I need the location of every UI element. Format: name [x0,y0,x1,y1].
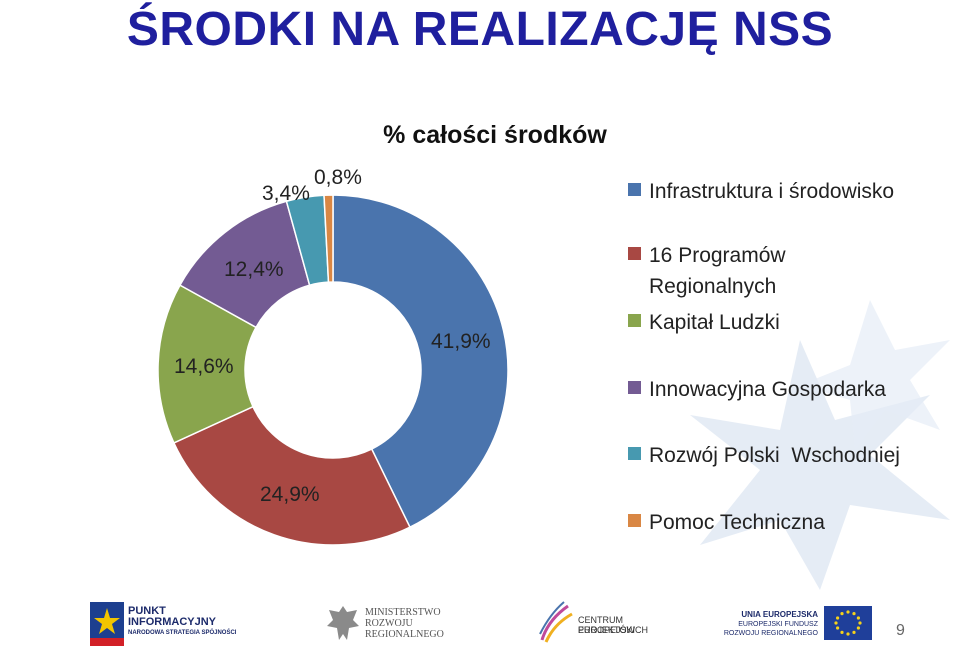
page-number: 9 [896,622,905,639]
punkt-informacyjny-logo: PUNKT INFORMACYJNY NARODOWA STRATEGIA SP… [90,600,245,646]
data-label-infrastruktura: 41,9% [431,330,491,353]
data-label-kapital-ludzki: 14,6% [174,355,234,378]
ministerstwo-logo: MINISTERSTWO ROZWOJU REGIONALNEGO [325,600,475,646]
star-swirl-icon [539,601,573,643]
legend-swatch [628,247,641,260]
legend-item: Kapitał Ludzki [628,307,939,338]
legend-item: Pomoc Techniczna [628,507,939,538]
logo2-line3: REGIONALNEGO [365,629,444,640]
legend-swatch [628,183,641,196]
legend-item: Infrastruktura i środowisko [628,176,939,207]
legend-label: Kapitał Ludzki [649,311,780,334]
slide-title: ŚRODKI NA REALIZACJĘ NSS [126,3,834,56]
logo4-line3: ROZWOJU REGIONALNEGO [723,630,818,637]
slice-infrastruktura [332,194,509,529]
logo4-line2: EUROPEJSKI FUNDUSZ [738,621,818,628]
data-label-innowacyjna-gospodarka: 12,4% [224,258,284,281]
slice-pomoc-techniczna [323,194,334,283]
legend-item: Rozwój Polski Wschodniej [628,440,939,471]
legend-item: 16 Programów Regionalnych [628,240,809,302]
logo2-line2: ROZWOJU [365,618,413,629]
legend-swatch [628,314,641,327]
slice-programy-regionalne [172,405,411,546]
legend-label: 16 Programów Regionalnych [649,244,786,298]
legend-label: Rozwój Polski Wschodniej [649,444,900,467]
eu-flag-icon [824,606,872,640]
legend-swatch [628,447,641,460]
centrum-projektow-logo: CENTRUM PROJEKTÓW EUROPEJSKICH [538,600,678,646]
punkt-logo-icon [90,602,124,646]
logo1-line2: INFORMACYJNY [128,616,217,628]
data-label-pomoc-techniczna: 0,8% [314,166,362,189]
legend-swatch [628,381,641,394]
logo4-line1: UNIA EUROPEJSKA [741,610,818,619]
chart-title: % całości środków [383,121,607,149]
data-label-rozwoj-polski-wschodniej: 3,4% [262,182,310,205]
data-label-programy-regionalne: 24,9% [260,483,320,506]
eagle-emblem-icon [327,606,359,640]
legend-label: Pomoc Techniczna [649,511,825,534]
legend-label: Innowacyjna Gospodarka [649,378,886,401]
legend-label: Infrastruktura i środowisko [649,180,895,203]
logo1-line3: NARODOWA STRATEGIA SPÓJNOŚCI [128,630,237,636]
logo1-line1: PUNKT [128,605,166,617]
legend-swatch [628,514,641,527]
logo3-line2: EUROPEJSKICH [578,625,649,635]
logo2-line1: MINISTERSTWO [365,607,441,618]
unia-europejska-logo: UNIA EUROPEJSKA EUROPEJSKI FUNDUSZ ROZWO… [722,600,872,646]
logo3-line1: CENTRUM PROJEKTÓW [578,615,636,635]
legend-item: Innowacyjna Gospodarka [628,374,939,405]
